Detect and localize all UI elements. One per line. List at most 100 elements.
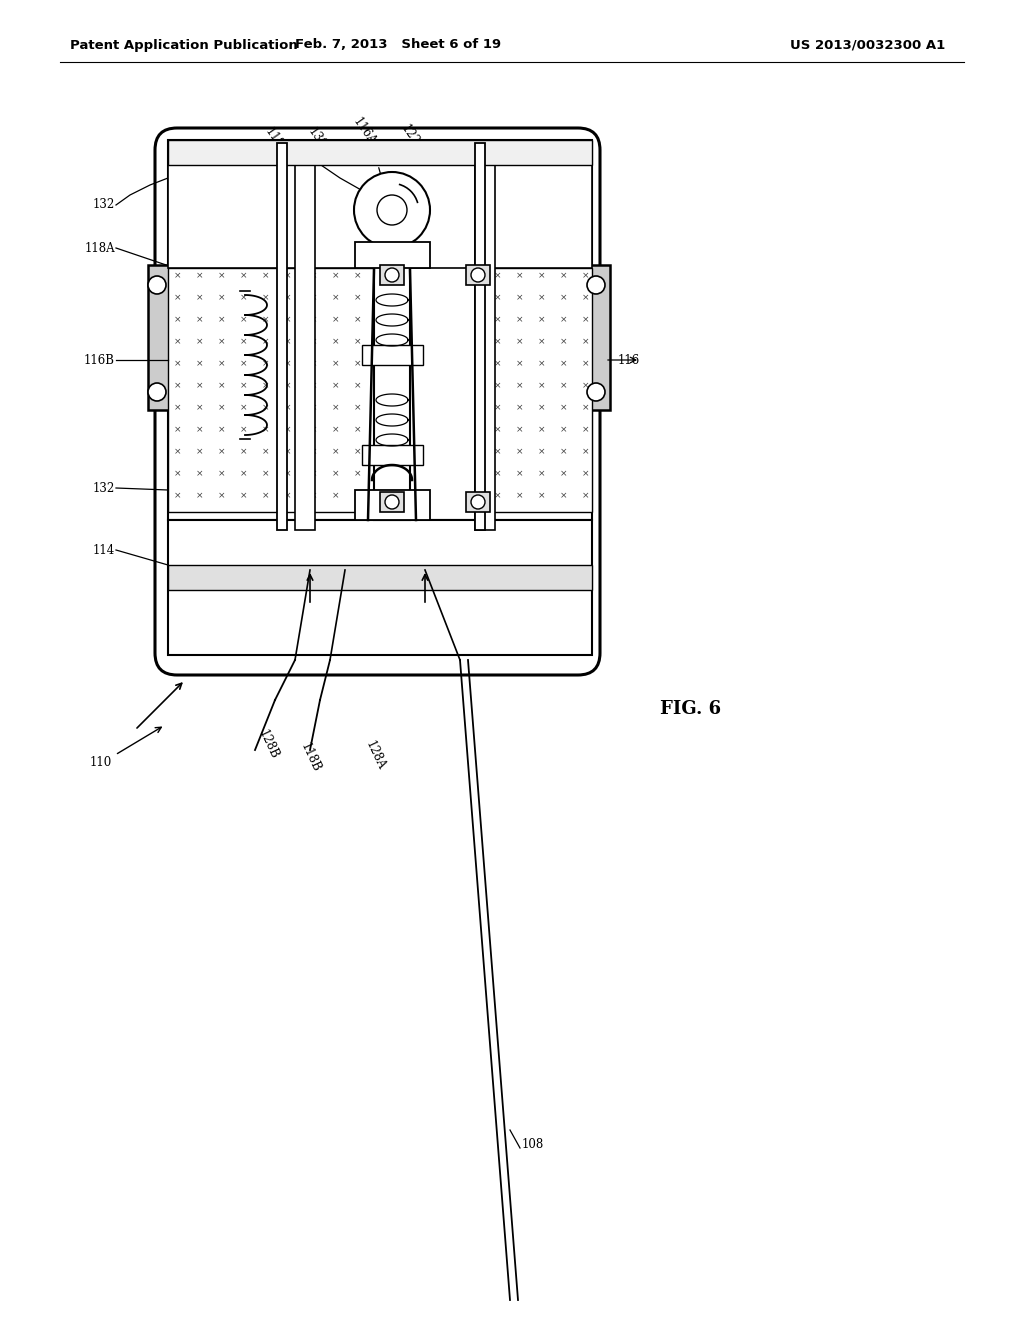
Bar	[168, 140, 592, 520]
Text: ×: ×	[285, 338, 292, 346]
Bar	[362, 345, 423, 366]
Text: ×: ×	[398, 447, 406, 457]
Text: ×: ×	[495, 404, 502, 412]
Text: ×: ×	[539, 470, 546, 479]
Text: ×: ×	[285, 491, 292, 500]
Bar	[168, 520, 592, 655]
Text: ×: ×	[354, 338, 361, 346]
Text: ×: ×	[583, 404, 590, 412]
Text: ×: ×	[398, 491, 406, 500]
Text: ×: ×	[197, 447, 204, 457]
Text: ×: ×	[560, 338, 567, 346]
Text: ×: ×	[262, 425, 269, 434]
Text: ×: ×	[262, 491, 269, 500]
Text: ×: ×	[262, 272, 269, 281]
Text: 114: 114	[93, 544, 115, 557]
Text: ×: ×	[539, 381, 546, 391]
Text: ×: ×	[539, 359, 546, 368]
Text: ×: ×	[218, 359, 225, 368]
Text: ×: ×	[197, 293, 204, 302]
Text: ×: ×	[332, 491, 340, 500]
Text: ×: ×	[560, 491, 567, 500]
Circle shape	[148, 383, 166, 401]
Bar	[168, 565, 592, 590]
Text: ×: ×	[332, 404, 340, 412]
Text: ×: ×	[539, 425, 546, 434]
Text: 132: 132	[93, 482, 115, 495]
Text: ×: ×	[218, 338, 225, 346]
Circle shape	[587, 383, 605, 401]
Text: ×: ×	[241, 338, 248, 346]
Text: ×: ×	[310, 425, 317, 434]
Text: 118B: 118B	[298, 742, 323, 775]
Bar	[295, 140, 315, 531]
Text: ×: ×	[495, 470, 502, 479]
Text: ×: ×	[376, 447, 384, 457]
Text: ×: ×	[398, 381, 406, 391]
Circle shape	[354, 172, 430, 248]
Text: ×: ×	[241, 315, 248, 325]
Bar	[355, 242, 430, 268]
Text: ×: ×	[332, 381, 340, 391]
Text: ×: ×	[218, 381, 225, 391]
Text: 116: 116	[618, 354, 640, 367]
Text: ×: ×	[218, 425, 225, 434]
Text: ×: ×	[174, 359, 181, 368]
Text: ×: ×	[398, 338, 406, 346]
Text: ×: ×	[174, 338, 181, 346]
Text: ×: ×	[285, 470, 292, 479]
Text: ×: ×	[398, 293, 406, 302]
Text: ×: ×	[495, 272, 502, 281]
Text: ×: ×	[354, 381, 361, 391]
Text: ×: ×	[539, 404, 546, 412]
Circle shape	[385, 268, 399, 282]
Text: ×: ×	[218, 470, 225, 479]
Text: ×: ×	[262, 359, 269, 368]
Bar	[305, 268, 408, 512]
Text: ×: ×	[495, 315, 502, 325]
Text: ×: ×	[495, 491, 502, 500]
Text: ×: ×	[354, 425, 361, 434]
Text: ×: ×	[560, 315, 567, 325]
Circle shape	[148, 276, 166, 294]
Text: ×: ×	[197, 404, 204, 412]
Text: ×: ×	[218, 272, 225, 281]
Text: ×: ×	[241, 381, 248, 391]
Bar	[583, 265, 610, 411]
Circle shape	[377, 195, 407, 224]
Text: ×: ×	[241, 470, 248, 479]
Text: ×: ×	[241, 447, 248, 457]
Circle shape	[471, 495, 485, 510]
Text: ×: ×	[539, 338, 546, 346]
Text: ×: ×	[376, 381, 384, 391]
Text: ×: ×	[539, 293, 546, 302]
Text: 122: 122	[398, 123, 421, 148]
Text: 110: 110	[90, 755, 113, 768]
Text: ×: ×	[560, 272, 567, 281]
Text: ×: ×	[310, 338, 317, 346]
Text: ×: ×	[285, 404, 292, 412]
Text: ×: ×	[560, 404, 567, 412]
Bar	[362, 445, 423, 465]
Bar	[278, 143, 287, 531]
Text: ×: ×	[310, 447, 317, 457]
Text: ×: ×	[398, 272, 406, 281]
Text: ×: ×	[539, 272, 546, 281]
Text: ×: ×	[516, 404, 523, 412]
Text: ×: ×	[495, 447, 502, 457]
Text: ×: ×	[218, 447, 225, 457]
Text: ×: ×	[332, 447, 340, 457]
Text: ×: ×	[516, 381, 523, 391]
Circle shape	[385, 495, 399, 510]
Text: ×: ×	[583, 447, 590, 457]
Text: ×: ×	[398, 404, 406, 412]
Text: ×: ×	[241, 404, 248, 412]
Text: ×: ×	[241, 359, 248, 368]
Bar	[475, 140, 495, 531]
Text: ×: ×	[583, 293, 590, 302]
Text: 128B: 128B	[256, 729, 281, 762]
Text: ×: ×	[354, 470, 361, 479]
Text: ×: ×	[376, 338, 384, 346]
Bar	[380, 492, 404, 512]
Text: ×: ×	[218, 315, 225, 325]
